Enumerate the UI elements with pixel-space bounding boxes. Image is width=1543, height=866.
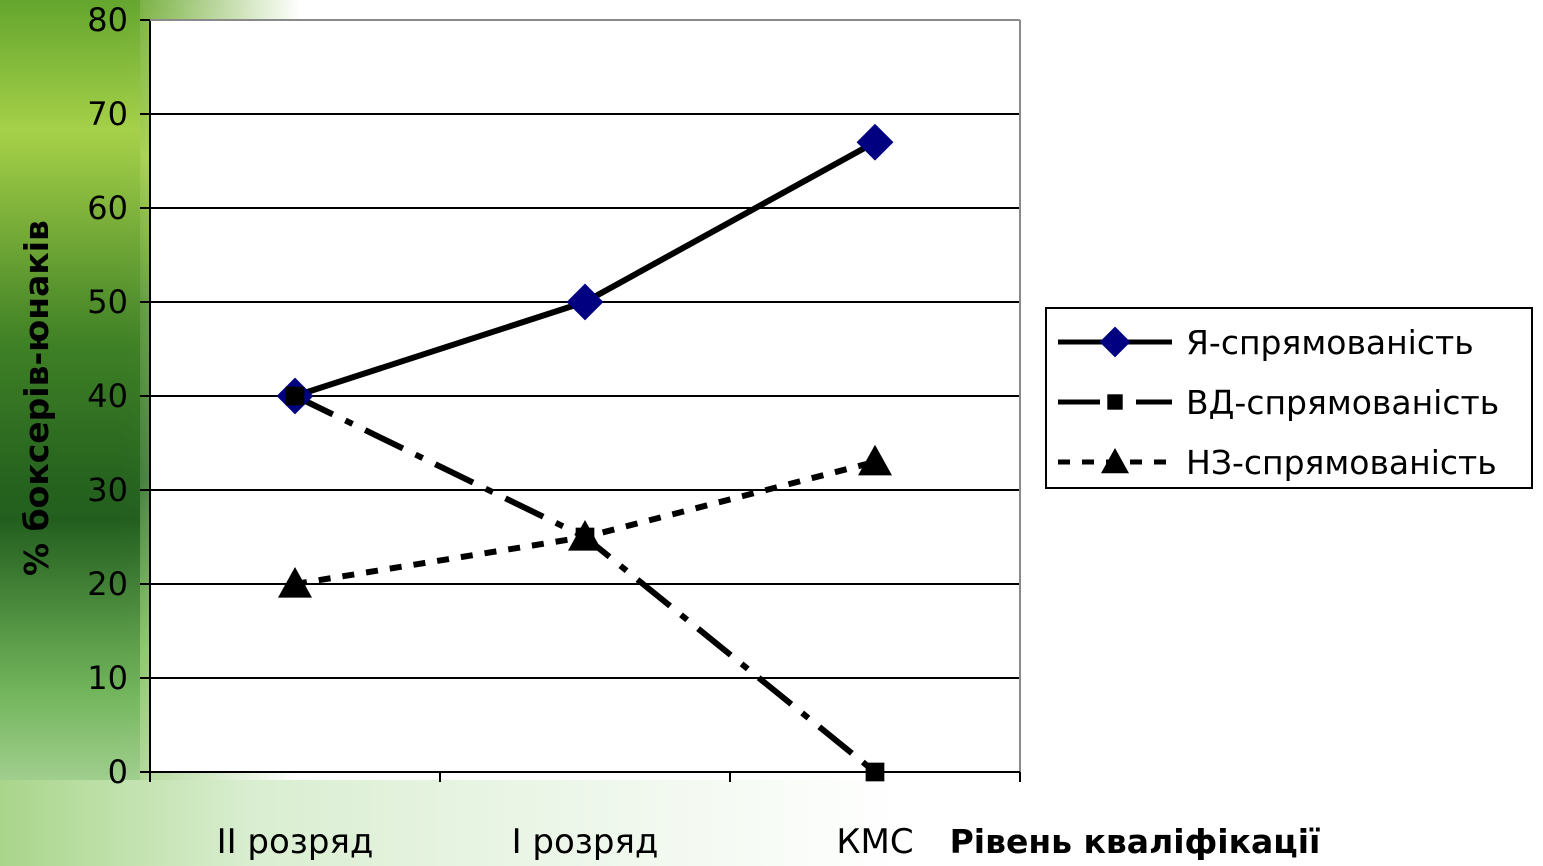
legend-label: НЗ-спрямованість [1186, 443, 1497, 482]
background-bottom-strip [0, 780, 1543, 866]
y-axis-title: % боксерів-юнаків [17, 220, 56, 576]
x-axis-title: Рівень кваліфікації [950, 822, 1321, 861]
x-tick-label: II розряд [217, 822, 374, 862]
square-marker [1107, 394, 1123, 410]
legend-label: Я-спрямованість [1186, 323, 1474, 362]
y-tick-label: 40 [87, 377, 128, 415]
legend: Я-спрямованість ВД-спрямованість НЗ-спрямо… [1045, 307, 1533, 489]
diamond-marker [856, 123, 894, 161]
series-group [276, 123, 894, 782]
diamond-marker [566, 283, 604, 321]
legend-label: ВД-спрямованість [1186, 383, 1499, 422]
y-tick-label: 30 [87, 471, 128, 509]
triangle-marker [278, 567, 312, 598]
y-tick-label: 60 [87, 189, 128, 227]
y-tick-label: 50 [87, 283, 128, 321]
y-tick-label: 20 [87, 565, 128, 603]
x-tick-label: КМС [836, 822, 913, 862]
y-tick-label: 80 [87, 1, 128, 39]
triangle-marker [1101, 448, 1129, 474]
legend-box [1045, 307, 1533, 489]
y-axis-ticks: 0 10 20 30 40 50 60 70 80 [87, 1, 150, 791]
y-tick-label: 70 [87, 95, 128, 133]
triangle-marker [858, 444, 892, 476]
diamond-marker [1099, 326, 1131, 358]
background-left-strip [0, 0, 140, 866]
y-tick-label: 0 [108, 753, 128, 791]
y-tick-label: 10 [87, 659, 128, 697]
square-marker [575, 527, 595, 547]
square-marker [285, 386, 305, 406]
x-tick-label: I розряд [512, 822, 659, 862]
square-marker [865, 762, 885, 782]
x-axis-ticks: II розряд I розряд КМС [149, 772, 1021, 862]
